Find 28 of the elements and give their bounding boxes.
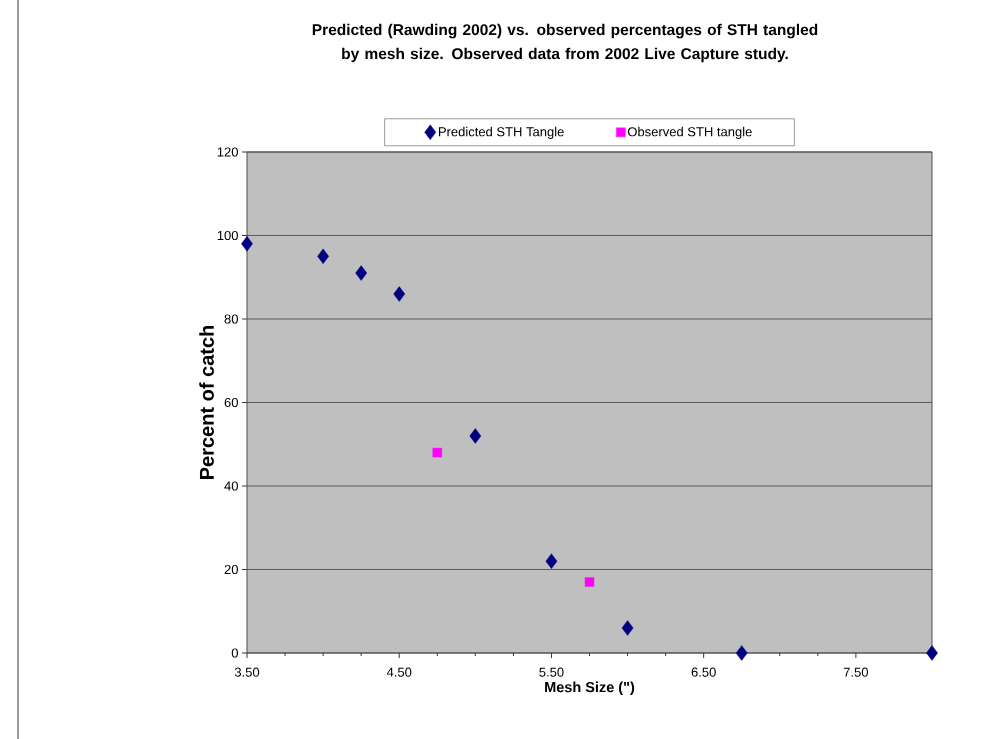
y-tick-label: 120 [217, 147, 238, 157]
point [545, 553, 558, 569]
x-axis-title: Mesh Size (") [545, 681, 635, 696]
y-tick-label: 80 [224, 314, 238, 324]
legend-label: Observed STH tangle [627, 126, 752, 139]
y-tick-label: 0 [231, 648, 238, 658]
y-tick-label: 100 [217, 230, 238, 241]
x-tick-label: 5.50 [539, 667, 564, 677]
point [735, 645, 748, 661]
x-tick-label: 4.50 [386, 667, 412, 677]
x-tick-label: 3.50 [234, 667, 260, 677]
point [393, 286, 406, 302]
point [317, 248, 329, 265]
y-axis-title: Percent of catch [199, 325, 214, 479]
legend-label: Predicted STH Tangle [438, 126, 564, 139]
x-tick-label: 7.50 [843, 667, 869, 677]
point [355, 265, 367, 281]
chart-title: Predicted (Rawding 2002) vs. observed percentages of STH tangled by mesh size. Observed data from 2002 Live Capture study. [312, 23, 818, 63]
y-tick-label: 60 [224, 397, 238, 408]
y-tick-label: 40 [224, 481, 238, 491]
y-tick-label: 20 [224, 564, 238, 575]
point [241, 236, 253, 252]
point [432, 447, 442, 458]
point [469, 428, 482, 444]
x-tick-label: 6.50 [691, 667, 716, 677]
point [621, 620, 634, 636]
point [926, 645, 938, 661]
point [584, 577, 595, 587]
